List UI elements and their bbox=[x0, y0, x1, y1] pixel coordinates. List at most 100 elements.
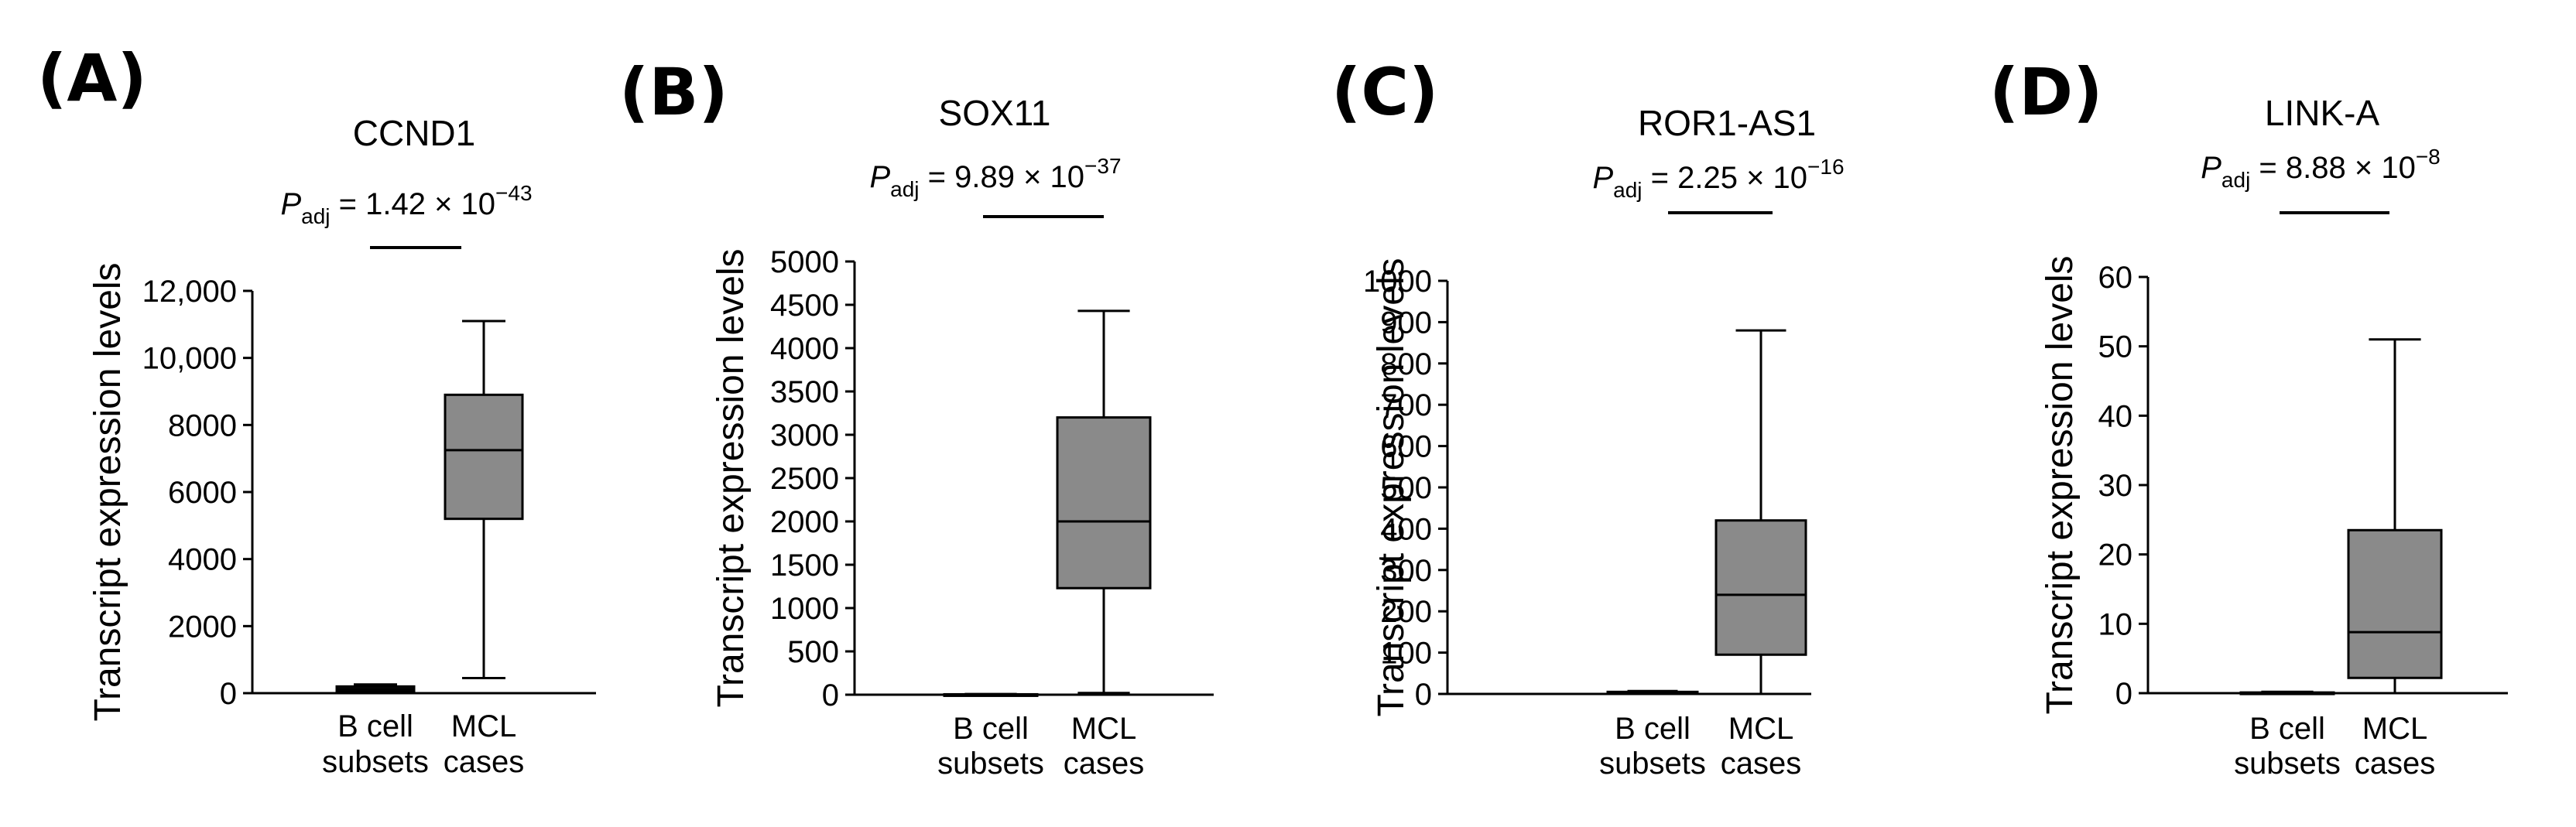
y-axis-label: Transcript expression levels bbox=[87, 262, 128, 721]
category-label: MCL bbox=[1728, 712, 1793, 746]
p-value-text: = 9.89 × 10 bbox=[920, 160, 1085, 194]
y-tick-label: 10 bbox=[2098, 607, 2133, 641]
y-tick-label: 6000 bbox=[168, 476, 237, 510]
p-subscript: adj bbox=[301, 204, 330, 228]
chart-title: CCND1 bbox=[353, 113, 475, 153]
y-tick-label: 1000 bbox=[1363, 265, 1432, 299]
category-label: B cell bbox=[1615, 712, 1690, 746]
panel-label: (B) bbox=[619, 54, 728, 130]
y-tick-label: 40 bbox=[2098, 399, 2133, 433]
p-value-text: = 8.88 × 10 bbox=[2250, 151, 2416, 185]
y-tick-label: 2500 bbox=[770, 462, 839, 496]
p-symbol: P bbox=[1592, 161, 1613, 195]
panel-label: (C) bbox=[1331, 54, 1438, 130]
p-value-label: Padj = 9.89 × 10−37 bbox=[869, 154, 1121, 201]
category-label: subsets bbox=[322, 745, 429, 779]
y-tick-label: 800 bbox=[1380, 347, 1432, 381]
y-tick-label: 3000 bbox=[770, 419, 839, 453]
y-tick-label: 100 bbox=[1380, 637, 1432, 671]
p-value-text: = 2.25 × 10 bbox=[1643, 161, 1808, 195]
chart-title: LINK-A bbox=[2265, 93, 2380, 133]
p-value-label: Padj = 8.88 × 10−8 bbox=[2201, 145, 2441, 192]
panel-label: (A) bbox=[37, 40, 147, 116]
category-label: cases bbox=[1721, 747, 1802, 781]
y-tick-label: 4000 bbox=[770, 332, 839, 366]
y-tick-label: 30 bbox=[2098, 469, 2133, 503]
y-tick-label: 900 bbox=[1380, 306, 1432, 340]
y-tick-label: 2000 bbox=[168, 610, 237, 644]
y-tick-label: 4500 bbox=[770, 289, 839, 323]
y-tick-label: 5000 bbox=[770, 245, 839, 279]
y-tick-label: 300 bbox=[1380, 554, 1432, 588]
p-value-text: = 1.42 × 10 bbox=[331, 187, 496, 221]
category-label: MCL bbox=[451, 709, 516, 743]
y-tick-label: 1000 bbox=[770, 592, 839, 626]
box bbox=[1056, 416, 1152, 589]
y-axis-label: Transcript expression levels bbox=[711, 248, 752, 707]
category-label: B cell bbox=[337, 709, 413, 743]
y-tick-label: 500 bbox=[787, 635, 839, 669]
chart-panel: (C) ROR1-AS1 Padj = 2.25 × 10−16 0 100 200 300… bbox=[1331, 54, 1845, 781]
category-label: MCL bbox=[1071, 712, 1136, 746]
p-subscript: adj bbox=[890, 177, 919, 201]
y-tick-label: 700 bbox=[1380, 388, 1432, 422]
y-tick-label: 50 bbox=[2098, 330, 2133, 364]
y-tick-label: 2000 bbox=[770, 505, 839, 539]
p-symbol: P bbox=[869, 160, 890, 194]
box bbox=[1714, 519, 1807, 656]
y-axis-label: Transcript expression levels bbox=[2040, 255, 2081, 714]
y-tick-label: 20 bbox=[2098, 538, 2133, 572]
y-tick-label: 0 bbox=[1415, 678, 1432, 712]
p-exponent: −43 bbox=[495, 181, 533, 205]
category-label: MCL bbox=[2362, 712, 2427, 746]
p-exponent: −37 bbox=[1084, 154, 1122, 178]
category-label: B cell bbox=[2249, 712, 2325, 746]
chart-panel: (A) CCND1 Padj = 1.42 × 10−43 0 2000 4000 6000… bbox=[37, 40, 596, 779]
y-tick-label: 60 bbox=[2098, 261, 2133, 295]
p-exponent: −16 bbox=[1807, 155, 1845, 179]
y-tick-label: 12,000 bbox=[142, 275, 237, 309]
p-value-label: Padj = 2.25 × 10−16 bbox=[1592, 155, 1844, 202]
chart-title: ROR1-AS1 bbox=[1638, 103, 1816, 143]
y-tick-label: 600 bbox=[1380, 430, 1432, 464]
category-label: subsets bbox=[1599, 747, 1706, 781]
category-label: cases bbox=[2355, 747, 2436, 781]
y-tick-label: 8000 bbox=[168, 408, 237, 443]
y-tick-label: 500 bbox=[1380, 471, 1432, 505]
panel-label: (D) bbox=[1989, 54, 2103, 130]
p-symbol: P bbox=[2201, 151, 2221, 185]
y-tick-label: 400 bbox=[1380, 512, 1432, 546]
box bbox=[2347, 528, 2443, 679]
y-tick-label: 4000 bbox=[168, 543, 237, 577]
y-tick-label: 1500 bbox=[770, 548, 839, 583]
p-exponent: −8 bbox=[2416, 145, 2441, 169]
y-tick-label: 0 bbox=[2115, 677, 2132, 711]
category-label: cases bbox=[1064, 747, 1145, 781]
chart-panel: (D) LINK-A Padj = 8.88 × 10−8 0 10 20 30 40 50 60… bbox=[1989, 54, 2508, 781]
category-label: subsets bbox=[937, 747, 1044, 781]
category-label: B cell bbox=[953, 712, 1029, 746]
y-tick-label: 0 bbox=[822, 678, 839, 713]
p-symbol: P bbox=[280, 187, 301, 221]
p-value-label: Padj = 1.42 × 10−43 bbox=[280, 181, 532, 228]
chart-title: SOX11 bbox=[939, 93, 1051, 133]
p-subscript: adj bbox=[1613, 178, 1642, 202]
p-subscript: adj bbox=[2221, 168, 2250, 192]
y-tick-label: 200 bbox=[1380, 595, 1432, 629]
y-tick-label: 3500 bbox=[770, 375, 839, 409]
box bbox=[444, 393, 524, 521]
chart-panel: (B) SOX11 Padj = 9.89 × 10−37 0 500 1000 1500 2… bbox=[619, 54, 1214, 781]
category-label: subsets bbox=[2234, 747, 2341, 781]
y-axis-label: Transcript expression levels bbox=[1371, 258, 1412, 716]
category-label: cases bbox=[444, 745, 525, 779]
y-tick-label: 0 bbox=[220, 677, 237, 711]
